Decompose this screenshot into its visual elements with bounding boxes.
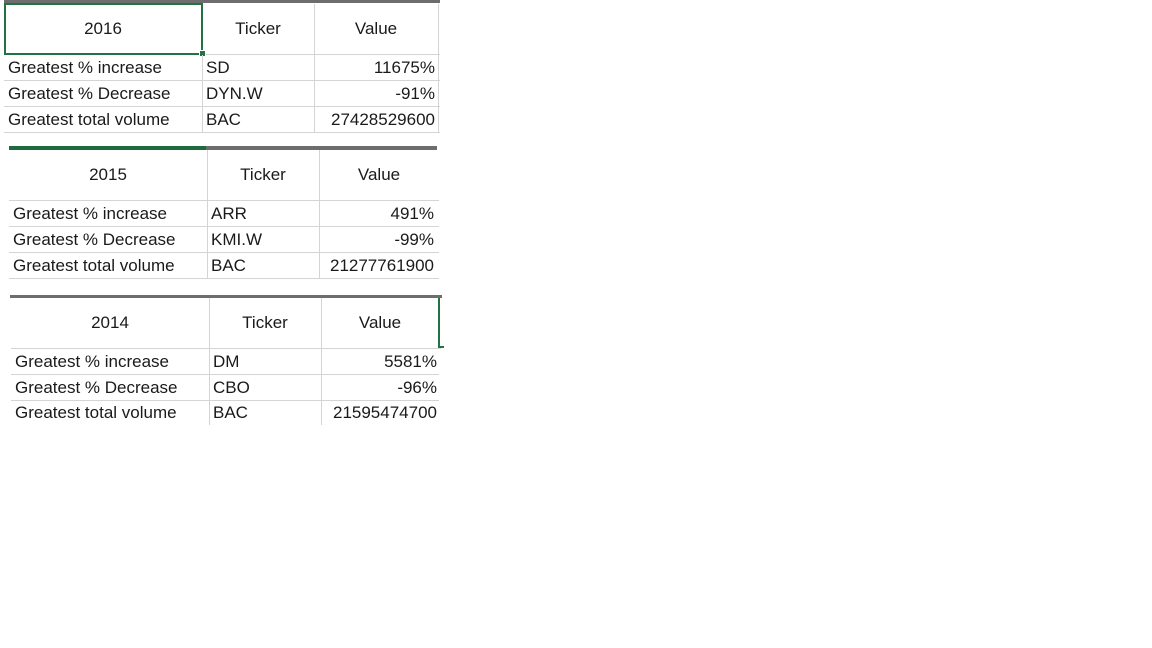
column-divider [202,55,203,80]
ticker-cell[interactable]: BAC [206,109,241,129]
ticker-cell[interactable]: DYN.W [206,83,263,103]
column-divider [438,81,439,106]
value-cell[interactable]: 5581% [384,351,437,371]
value-header-cell[interactable]: Value [357,165,401,184]
ticker-header-cell[interactable]: Ticker [240,165,286,184]
column-divider [314,55,315,80]
row-label-cell[interactable]: Greatest % increase [13,203,168,223]
column-divider [319,253,320,278]
value-header-cell[interactable]: Value [358,313,402,332]
column-divider [319,150,320,200]
ticker-cell[interactable]: ARR [211,203,247,223]
value-cell[interactable]: 491% [390,203,434,223]
table-row: Greatest % increase SD 11675% [4,55,440,81]
column-divider [207,227,208,252]
selection-edge [438,298,440,348]
summary-table-2014: 2014 Ticker Value Greatest % increase DM… [0,295,444,430]
row-label-cell[interactable]: Greatest % Decrease [13,229,176,249]
value-cell[interactable]: -91% [395,83,435,103]
row-label-cell[interactable]: Greatest % increase [15,351,170,371]
table-row: Greatest % increase ARR 491% [9,201,439,227]
column-divider [209,298,210,348]
column-divider [438,4,439,54]
column-divider [314,4,315,54]
value-header-cell[interactable]: Value [354,19,398,38]
ticker-cell[interactable]: BAC [211,255,246,275]
table-row: Greatest % Decrease DYN.W -91% [4,81,440,107]
value-cell[interactable]: 11675% [373,57,435,77]
column-divider [207,201,208,226]
table-row: Greatest total volume BAC 21277761900 [9,253,439,279]
value-cell[interactable]: -99% [394,229,434,249]
table-row: Greatest total volume BAC 27428529600 [4,107,440,133]
year-header-cell[interactable]: 2014 [91,313,129,332]
column-divider [321,349,322,374]
column-divider [319,201,320,226]
column-divider [202,107,203,132]
value-cell[interactable]: -96% [397,377,437,397]
row-label-cell[interactable]: Greatest % increase [8,57,163,77]
table-top-border [4,0,440,3]
table-row: Greatest % Decrease KMI.W -99% [9,227,439,253]
column-divider [321,401,322,425]
table-header-row: 2015 Ticker Value [9,150,439,201]
row-label-cell[interactable]: Greatest % Decrease [8,83,171,103]
column-divider [321,298,322,348]
column-divider [202,81,203,106]
table-top-border [10,295,442,298]
value-cell[interactable]: 21277761900 [329,255,434,275]
table-header-row: 2016 Ticker Value [4,4,440,55]
row-label-cell[interactable]: Greatest total volume [8,109,170,129]
selected-cell-highlight [4,3,203,55]
table-row: Greatest % increase DM 5581% [11,349,439,375]
column-divider [314,107,315,132]
column-divider [438,55,439,80]
column-divider [209,375,210,400]
ticker-cell[interactable]: BAC [213,403,248,422]
ticker-cell[interactable]: KMI.W [211,229,262,249]
row-label-cell[interactable]: Greatest total volume [13,255,175,275]
year-header-cell[interactable]: 2015 [89,165,127,184]
table-top-border-selected [9,146,206,150]
column-divider [209,349,210,374]
row-label-cell[interactable]: Greatest % Decrease [15,377,178,397]
table-row: Greatest % Decrease CBO -96% [11,375,439,401]
table-top-border [206,146,437,150]
column-divider [438,107,439,132]
column-divider [207,253,208,278]
column-divider [209,401,210,425]
ticker-header-cell[interactable]: Ticker [242,313,288,332]
column-divider [319,227,320,252]
ticker-cell[interactable]: DM [213,351,240,371]
table-header-row: 2014 Ticker Value [11,298,441,349]
ticker-cell[interactable]: SD [206,57,230,77]
row-label-cell[interactable]: Greatest total volume [15,403,177,422]
column-divider [321,375,322,400]
column-divider [314,81,315,106]
value-cell[interactable]: 21595474700 [332,403,437,422]
ticker-header-cell[interactable]: Ticker [235,19,281,38]
value-cell[interactable]: 27428529600 [330,109,435,129]
selection-edge [438,346,444,348]
ticker-cell[interactable]: CBO [213,377,250,397]
table-row: Greatest total volume BAC 21595474700 [11,401,439,425]
summary-table-2016: 2016 Ticker Value Greatest % increase SD… [0,0,440,135]
column-divider [207,150,208,200]
summary-table-2015: 2015 Ticker Value Greatest % increase AR… [0,146,440,281]
year-header-cell[interactable]: 2016 [84,19,122,38]
